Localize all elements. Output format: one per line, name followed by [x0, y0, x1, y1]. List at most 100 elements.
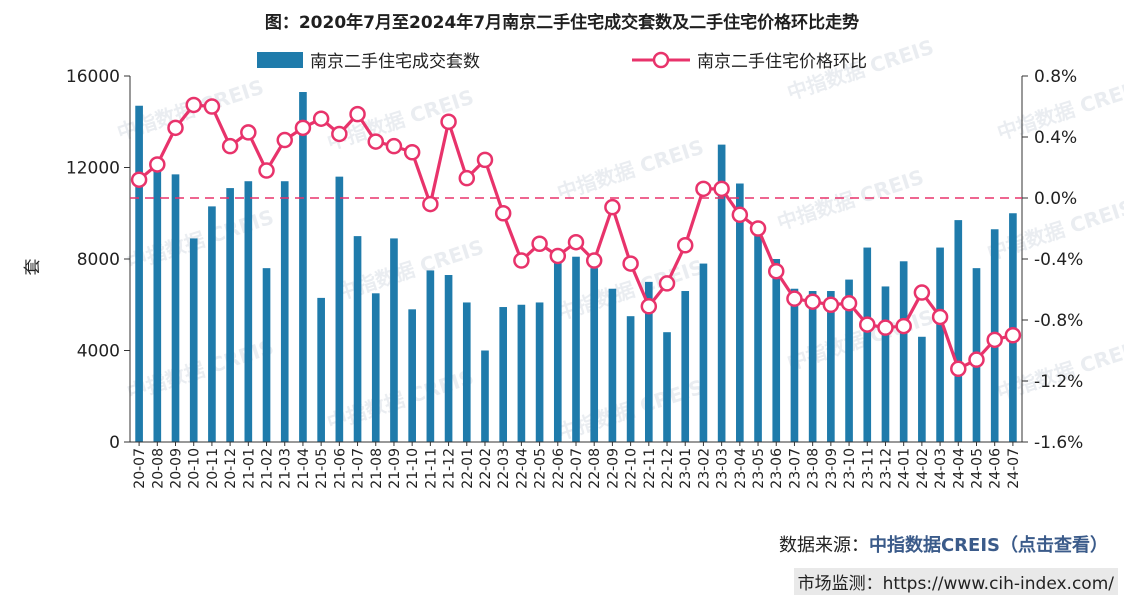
x-tick-label: 20-10 [187, 448, 203, 489]
bar [517, 304, 526, 442]
x-tick-label: 22-04 [514, 448, 530, 489]
bar [754, 231, 762, 442]
line-point [913, 284, 931, 301]
x-tick-label: 22-08 [587, 448, 603, 489]
line-point [403, 144, 421, 161]
x-tick-label: 23-07 [787, 448, 803, 489]
x-tick-label: 24-07 [1006, 448, 1022, 489]
bar [681, 291, 690, 442]
y2-tick-label: -1.2% [1034, 372, 1083, 392]
bar-series [135, 92, 1017, 443]
market-monitor: 市场监测：https://www.cih-index.com/ [793, 568, 1118, 595]
bar [371, 293, 380, 442]
y-tick-label: 0 [109, 433, 120, 453]
line-point [567, 233, 585, 251]
line-point [676, 237, 694, 254]
bar [299, 92, 307, 442]
x-tick-label: 21-03 [278, 448, 294, 489]
market-monitor-url[interactable]: https://www.cih-index.com/ [882, 574, 1114, 594]
x-axis: 20-07 20-08 20-09 20-10 20-11 20-12 21-01 21-02… [132, 442, 1022, 489]
x-tick-label: 23-03 [715, 448, 731, 489]
x-tick-label: 21-07 [351, 448, 367, 489]
x-tick-label: 22-12 [660, 448, 676, 489]
bar [499, 307, 508, 442]
market-monitor-label: 市场监测： [797, 574, 883, 594]
line-point [986, 331, 1003, 349]
x-tick-label: 23-09 [824, 448, 840, 489]
x-tick-label: 23-01 [678, 448, 694, 489]
x-tick-label: 24-06 [988, 448, 1004, 489]
line-point [877, 319, 894, 336]
line-point [367, 133, 385, 150]
legend: 南京二手住宅成交套数 南京二手住宅价格环比 [257, 51, 867, 72]
line-point [276, 131, 293, 149]
bar [717, 144, 726, 442]
bar [608, 288, 617, 442]
legend-bar-swatch [257, 52, 303, 68]
x-tick-label: 23-05 [751, 448, 767, 489]
line-point [640, 298, 658, 315]
data-source-label: 数据来源： [778, 535, 869, 556]
x-tick-label: 21-12 [442, 448, 458, 489]
x-tick-label: 22-01 [460, 448, 476, 489]
line-point [549, 247, 567, 265]
x-tick-label: 24-01 [897, 448, 913, 489]
line-point [604, 198, 621, 216]
line-point [331, 125, 348, 143]
bar [462, 302, 471, 442]
x-tick-label: 23-12 [878, 448, 894, 489]
watermark-text: 中指数据 CREIS [774, 165, 927, 235]
bar [663, 332, 671, 442]
line-point [458, 169, 476, 187]
data-source-link[interactable]: 中指数据CREIS（点击查看） [868, 535, 1108, 556]
x-tick-label: 23-06 [769, 448, 785, 489]
bar [280, 181, 289, 442]
y2-tick-label: 0.4% [1034, 128, 1077, 148]
x-tick-label: 20-07 [132, 448, 148, 489]
x-tick-label: 20-08 [150, 448, 166, 489]
bar [954, 220, 963, 442]
bar [444, 275, 453, 442]
legend-line-marker [652, 51, 670, 69]
line-point [203, 98, 221, 115]
x-tick-label: 21-06 [332, 448, 348, 489]
x-tick-label: 22-11 [642, 448, 658, 489]
y2-tick-label: -0.4% [1034, 250, 1083, 270]
line-point [294, 119, 312, 137]
x-tick-label: 22-03 [496, 448, 512, 489]
bar [208, 206, 216, 442]
line-point [494, 205, 512, 222]
line-point [312, 110, 330, 127]
line-point [931, 308, 949, 326]
x-tick-label: 22-09 [605, 448, 621, 489]
bar [918, 336, 926, 442]
x-tick-label: 22-10 [624, 448, 640, 489]
bar [845, 279, 853, 442]
y-tick-label: 4000 [77, 342, 120, 362]
line-point [822, 296, 840, 313]
line-point [859, 316, 876, 333]
bar [353, 236, 362, 442]
line-point [149, 156, 166, 173]
x-tick-label: 21-04 [296, 448, 312, 489]
chart: 中指数据 CREIS 中指数据 CREIS 中指数据 CREIS 中指数据 CREIS… [23, 12, 1124, 489]
watermark-text: 中指数据 CREIS [324, 365, 477, 435]
x-tick-label: 20-12 [223, 448, 239, 489]
bar [590, 268, 599, 442]
bar [644, 281, 653, 442]
y-tick-label: 12000 [66, 159, 120, 179]
bar [553, 259, 562, 442]
bar [699, 263, 708, 442]
line-point [221, 137, 239, 155]
x-tick-label: 24-05 [969, 448, 985, 489]
x-tick-label: 22-05 [533, 448, 549, 489]
x-tick-label: 23-11 [860, 448, 876, 489]
bar [244, 181, 253, 442]
bar [426, 270, 435, 442]
bar [535, 302, 544, 442]
line-point [385, 137, 403, 155]
x-tick-label: 20-11 [205, 448, 221, 489]
x-tick-label: 22-06 [551, 448, 567, 489]
bar [408, 309, 416, 442]
line-point [240, 124, 257, 141]
